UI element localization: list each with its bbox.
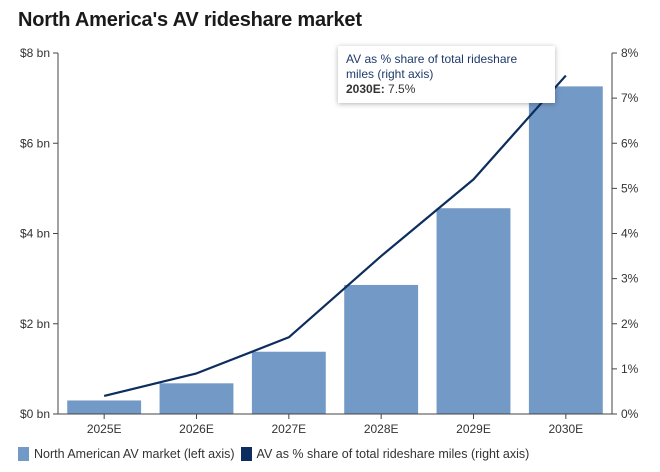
- bar: [251, 351, 326, 414]
- right-axis-tick-label: 7%: [621, 91, 639, 105]
- tooltip-value: 7.5%: [388, 82, 416, 96]
- x-axis-tick-label: 2025E: [87, 422, 122, 436]
- bar: [344, 284, 419, 414]
- left-axis-tick-label: $2 bn: [20, 317, 50, 331]
- bar: [67, 400, 142, 414]
- legend: North American AV market (left axis) AV …: [18, 447, 535, 461]
- right-axis: 0% 1% 2% 3% 4% 5% 6% 7% 8%: [611, 46, 639, 421]
- chart-title: North America's AV rideshare market: [18, 9, 362, 31]
- right-axis-tick-label: 0%: [621, 407, 639, 421]
- legend-swatch-line: [240, 447, 252, 461]
- bar: [159, 383, 234, 414]
- bar-series: [67, 86, 603, 414]
- tooltip-category: 2030E:: [346, 82, 385, 96]
- legend-item-line[interactable]: AV as % share of total rideshare miles (…: [240, 447, 530, 461]
- right-axis-tick-label: 6%: [621, 136, 639, 150]
- right-axis-tick-label: 3%: [621, 272, 639, 286]
- bar: [528, 86, 603, 414]
- left-axis: $0 bn $2 bn $4 bn $6 bn $8 bn: [20, 46, 59, 421]
- line-series: [103, 74, 567, 398]
- legend-label-line: AV as % share of total rideshare miles (…: [256, 447, 530, 461]
- left-axis-tick-label: $4 bn: [20, 227, 50, 241]
- right-axis-tick-label: 5%: [621, 181, 639, 195]
- x-axis-tick-label: 2026E: [179, 422, 214, 436]
- x-axis: 2025E 2026E 2027E 2028E 2029E 2030E: [58, 413, 612, 436]
- left-axis-tick-label: $0 bn: [20, 407, 50, 421]
- x-axis-tick-label: 2029E: [456, 422, 491, 436]
- x-axis-tick-label: 2028E: [364, 422, 399, 436]
- bar: [436, 208, 511, 414]
- left-axis-tick-label: $8 bn: [20, 46, 50, 60]
- right-axis-tick-label: 2%: [621, 317, 639, 331]
- right-axis-tick-label: 8%: [621, 46, 639, 60]
- x-axis-tick-label: 2027E: [271, 422, 306, 436]
- left-axis-tick-label: $6 bn: [20, 136, 50, 150]
- tooltip: AV as % share of total rideshare miles (…: [338, 46, 555, 103]
- legend-swatch-bar: [18, 447, 29, 461]
- right-axis-tick-label: 4%: [621, 227, 639, 241]
- legend-item-bar[interactable]: North American AV market (left axis): [18, 447, 235, 461]
- legend-label-bar: North American AV market (left axis): [34, 447, 235, 461]
- tooltip-series-name: AV as % share of total rideshare miles (…: [346, 52, 518, 81]
- series-line: [103, 74, 567, 398]
- x-axis-tick-label: 2030E: [548, 422, 583, 436]
- right-axis-tick-label: 1%: [621, 362, 639, 376]
